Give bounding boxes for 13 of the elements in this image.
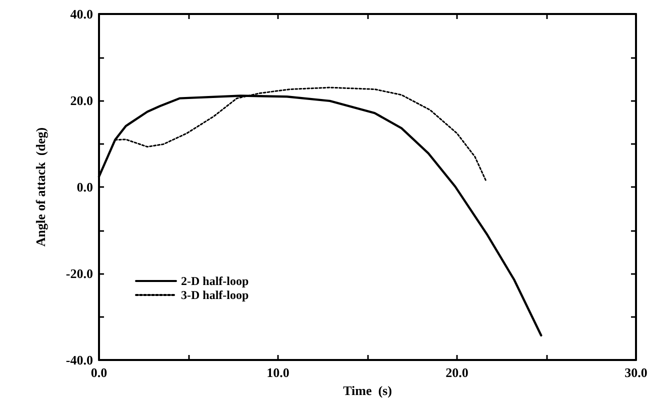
x-tick-label: 0.0 bbox=[90, 365, 108, 380]
legend-label: 3-D half-loop bbox=[181, 288, 249, 302]
y-tick-label: -20.0 bbox=[66, 266, 93, 281]
x-tick-label: 20.0 bbox=[446, 365, 468, 380]
x-tick-label: 10.0 bbox=[266, 365, 290, 380]
x-tick-label: 30.0 bbox=[624, 365, 648, 380]
y-tick-label: 0.0 bbox=[76, 180, 93, 194]
x-axis-title: Time (s) bbox=[343, 383, 392, 398]
y-tick-label: -40.0 bbox=[66, 352, 93, 368]
legend-label: 2-D half-loop bbox=[181, 274, 249, 288]
y-tick-label: 20.0 bbox=[70, 93, 93, 108]
y-axis-title: Angle of attack (deg) bbox=[33, 127, 48, 247]
y-tick-label: 40.0 bbox=[70, 6, 93, 22]
